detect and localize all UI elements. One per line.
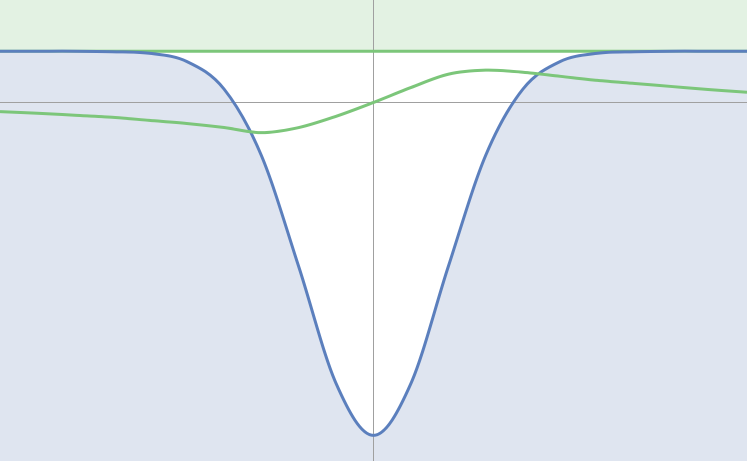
- area: [0, 51, 747, 462]
- line: [0, 49, 747, 437]
- line: [0, 68, 747, 135]
